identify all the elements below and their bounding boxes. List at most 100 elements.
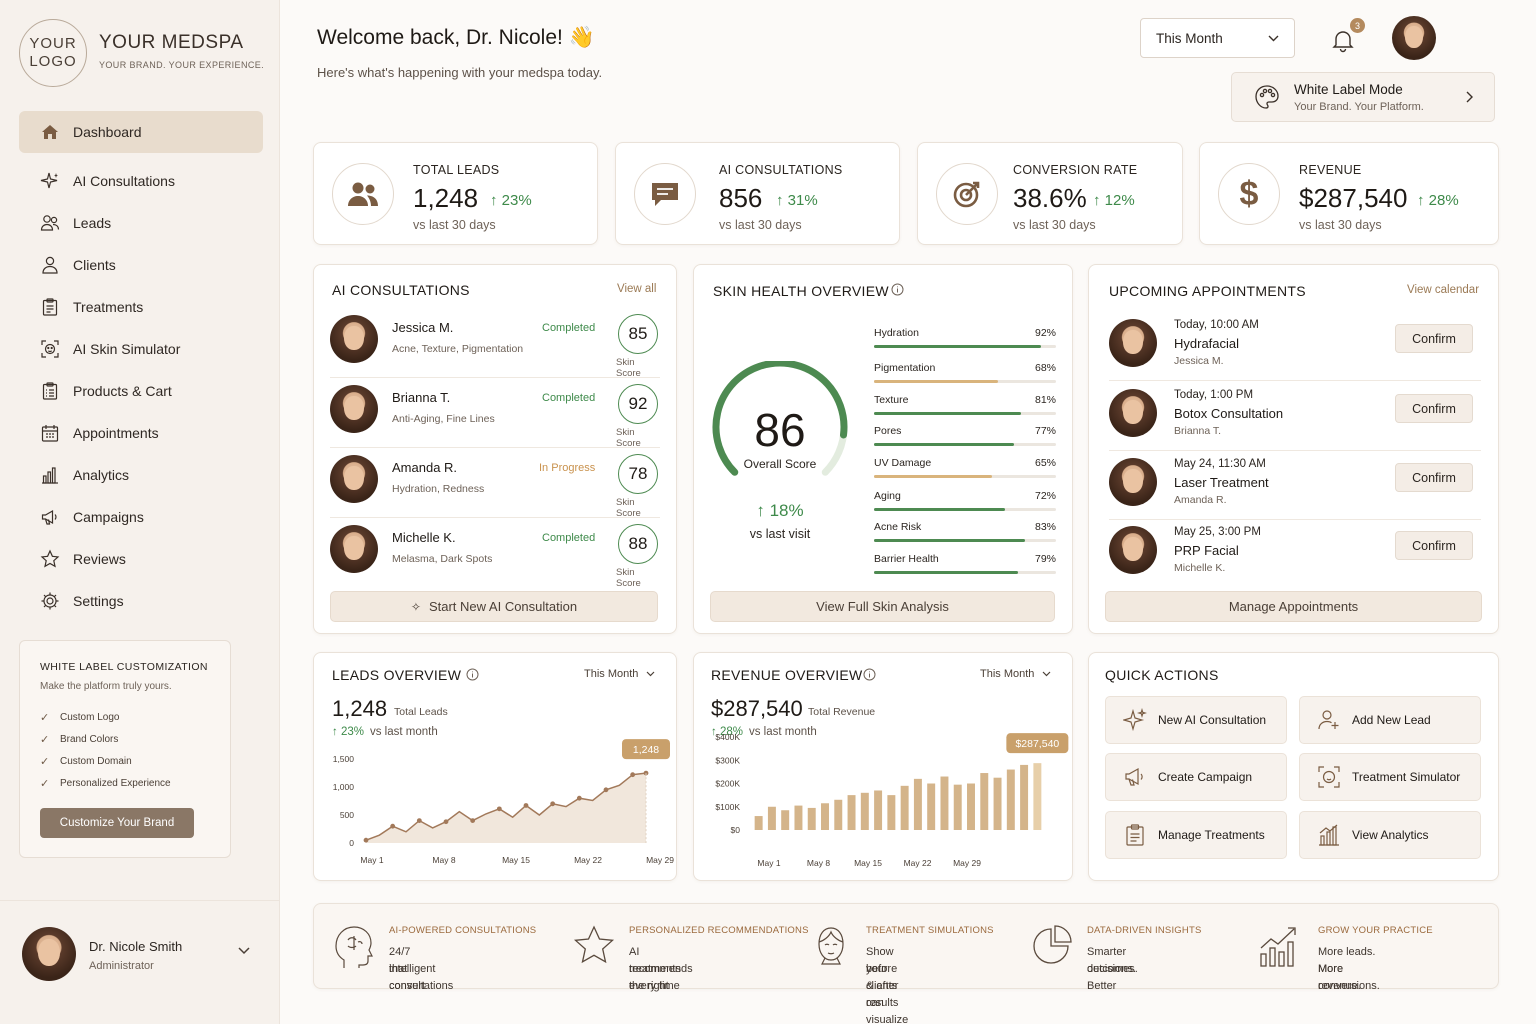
add-new-lead-button[interactable]: Add New Lead <box>1299 696 1481 744</box>
sidebar-item-label: AI Skin Simulator <box>73 341 181 357</box>
period-select[interactable]: This Month <box>1140 18 1295 58</box>
bar-chart-icon <box>39 464 61 486</box>
sidebar-item-settings[interactable]: Settings <box>19 580 263 622</box>
client-name: Brianna T. <box>392 390 451 405</box>
avatar[interactable] <box>1392 16 1436 60</box>
white-label-mode-button[interactable]: White Label Mode Your Brand. Your Platfo… <box>1231 72 1495 122</box>
manage-appointments-button[interactable]: Manage Appointments <box>1105 591 1482 622</box>
metric-label: Hydration <box>874 327 919 339</box>
face-scan-icon <box>39 338 61 360</box>
manage-treatments-button[interactable]: Manage Treatments <box>1105 811 1287 859</box>
sidebar-item-analytics[interactable]: Analytics <box>19 454 263 496</box>
sidebar-item-products-cart[interactable]: Products & Cart <box>19 370 263 412</box>
create-campaign-button[interactable]: Create Campaign <box>1105 753 1287 801</box>
view-full-skin-analysis-button[interactable]: View Full Skin Analysis <box>710 591 1055 622</box>
sidebar-item-dashboard[interactable]: Dashboard <box>19 111 263 153</box>
info-icon[interactable] <box>466 668 479 681</box>
feature-desc-line1: Show before & after results <box>866 946 899 1009</box>
face-icon <box>811 924 855 974</box>
bar <box>967 783 975 830</box>
quick-actions-card: QUICK ACTIONS New AI Consultation Add Ne… <box>1088 652 1499 881</box>
list-item: ✓ Custom Domain <box>40 750 210 772</box>
period-value: This Month <box>584 668 639 680</box>
user-profile[interactable]: Dr. Nicole Smith Administrator <box>0 900 280 1024</box>
metric-value: 92% <box>1034 327 1056 339</box>
bar <box>754 816 763 830</box>
list-item[interactable]: Brianna T. Anti-Aging, Fine Lines Comple… <box>330 378 660 449</box>
leads-chart: 1,500 1,000 500 0 1,248 May 1 May 8 May 15 May 2… <box>333 739 674 865</box>
appointment-client: Amanda R. <box>1174 494 1227 506</box>
metric-fill <box>874 571 1018 574</box>
data-point <box>470 818 476 823</box>
feature-desc-line2: your clients can visualize <box>866 963 909 1024</box>
bar <box>821 803 829 830</box>
wlm-text: White Label Mode Your Brand. Your Platfo… <box>1294 82 1466 113</box>
confirm-button[interactable]: Confirm <box>1395 463 1473 492</box>
overall-score-label: Overall Score <box>743 457 817 471</box>
metric-track <box>874 412 1056 415</box>
sidebar-item-ai-consultations[interactable]: AI Consultations <box>19 160 263 202</box>
confirm-button[interactable]: Confirm <box>1395 531 1473 560</box>
sparkle-icon: ✧ <box>410 599 421 614</box>
confirm-button[interactable]: Confirm <box>1395 394 1473 423</box>
metric-value: 65% <box>1034 457 1056 469</box>
feature-title: PERSONALIZED RECOMMENDATIONS <box>629 925 809 936</box>
x-tick-label: May 1 <box>757 858 780 868</box>
upcoming-appointments-card: UPCOMING APPOINTMENTS View calendar Toda… <box>1088 264 1499 634</box>
view-analytics-button[interactable]: View Analytics <box>1299 811 1481 859</box>
info-icon[interactable] <box>891 283 904 296</box>
info-icon[interactable] <box>863 668 876 681</box>
revenue-period-select[interactable]: This Month <box>980 668 1051 680</box>
skin-score: 92 <box>618 384 658 424</box>
confirm-button[interactable]: Confirm <box>1395 324 1473 353</box>
sparkle-icon <box>1122 707 1148 733</box>
avatar <box>1109 458 1157 506</box>
bell-icon[interactable] <box>1330 27 1358 55</box>
metric-track <box>874 508 1056 511</box>
wl-item-label: Brand Colors <box>60 733 119 745</box>
sidebar-item-campaigns[interactable]: Campaigns <box>19 496 263 538</box>
y-tick-label: 500 <box>340 810 354 820</box>
metric-fill <box>874 475 993 478</box>
bar <box>874 790 883 830</box>
skin-score-label: Skin Score <box>616 567 641 589</box>
chevron-down-icon[interactable] <box>238 947 250 955</box>
list-item[interactable]: Amanda R. Hydration, Redness In Progress… <box>330 448 660 519</box>
sidebar-item-reviews[interactable]: Reviews <box>19 538 263 580</box>
customize-brand-button[interactable]: Customize Your Brand <box>40 808 194 838</box>
kpi-sub: vs last 30 days <box>1013 218 1096 232</box>
sidebar-item-ai-skin-simulator[interactable]: AI Skin Simulator <box>19 328 263 370</box>
metric-label: Aging <box>874 490 901 502</box>
bar <box>913 778 922 830</box>
list-item[interactable]: Jessica M. Acne, Texture, Pigmentation C… <box>330 308 660 379</box>
calendar-icon <box>39 422 61 444</box>
data-point <box>550 801 556 807</box>
view-all-link[interactable]: View all <box>617 283 657 295</box>
feature-title: TREATMENT SIMULATIONS <box>866 925 994 936</box>
callout-label: $287,540 <box>1015 738 1059 750</box>
chat-icon <box>634 163 696 225</box>
list-item[interactable]: Michelle K. Melasma, Dark Spots Complete… <box>330 518 660 589</box>
logo[interactable]: YOUR LOGO <box>19 19 87 87</box>
wlm-title: White Label Mode <box>1294 81 1403 97</box>
treatment-simulator-button[interactable]: Treatment Simulator <box>1299 753 1481 801</box>
kpi-value: 1,248 <box>413 183 479 213</box>
sidebar-item-clients[interactable]: Clients <box>19 244 263 286</box>
feature-desc-line2: More revenue. <box>1318 963 1361 992</box>
bar <box>900 785 909 830</box>
skin-metric-row: Pores 77% <box>874 425 1056 449</box>
leads-period-select[interactable]: This Month <box>584 668 655 680</box>
sidebar-item-treatments[interactable]: Treatments <box>19 286 263 328</box>
status-badge: In Progress <box>539 462 596 474</box>
view-calendar-link[interactable]: View calendar <box>1407 284 1480 296</box>
avatar <box>330 385 378 433</box>
period-select-value: This Month <box>1156 30 1223 46</box>
wl-feature-list: ✓ Custom Logo ✓ Brand Colors ✓ Custom Domai… <box>40 706 210 794</box>
sidebar-item-appointments[interactable]: Appointments <box>19 412 263 454</box>
wl-subtitle: Make the platform truly yours. <box>40 681 172 692</box>
new-ai-consultation-button[interactable]: New AI Consultation <box>1105 696 1287 744</box>
start-new-consultation-button[interactable]: ✧ Start New AI Consultation <box>330 591 658 622</box>
data-point <box>496 806 502 812</box>
x-tick-label: May 22 <box>574 855 602 865</box>
sidebar-item-leads[interactable]: Leads <box>19 202 263 244</box>
